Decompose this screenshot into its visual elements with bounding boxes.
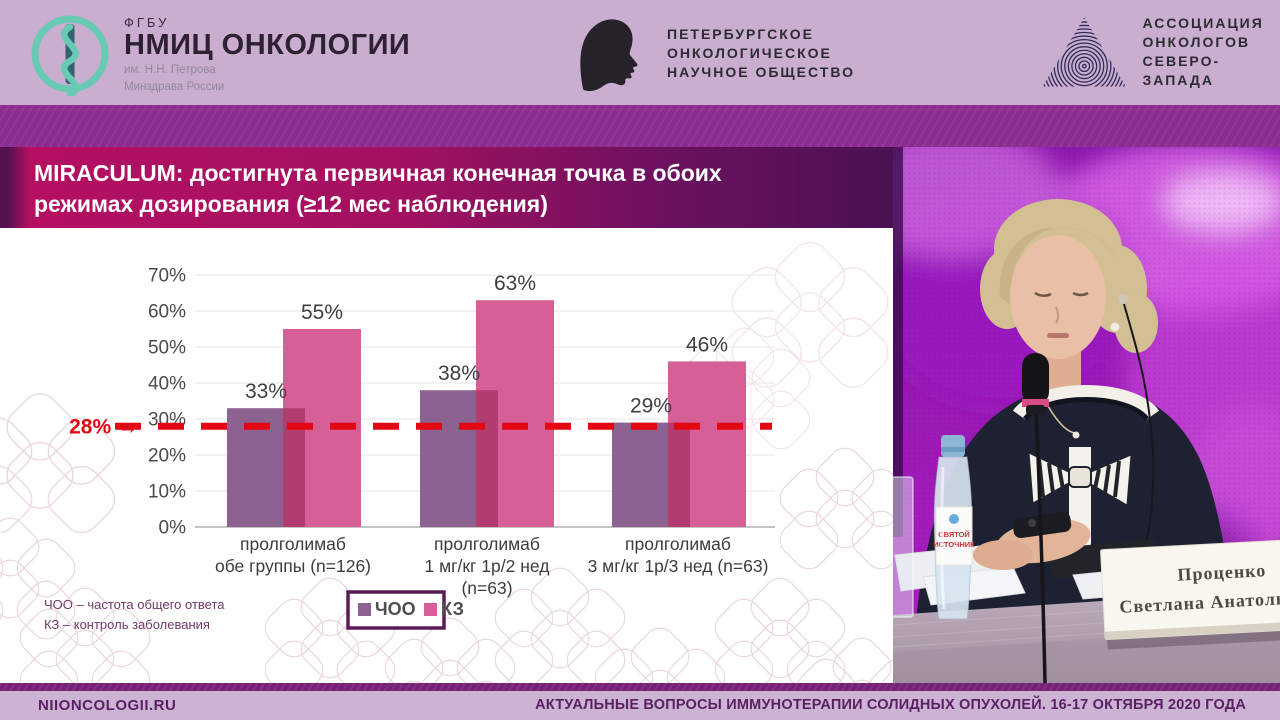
speaker-scene: СВЯТОЙ ИСТОЧНИК Проценко Светлана Анатол… (893, 147, 1280, 683)
speaker-name-line1: Проценко (1177, 560, 1267, 585)
chart-footnotes: ЧОО – частота общего ответа КЗ – контрол… (44, 595, 225, 635)
legend-label-КЗ: КЗ (441, 599, 464, 619)
bar-chart: 0%10%20%30%40%50%60%70%33%55%пролголимаб… (69, 266, 775, 630)
footer-event-title: АКТУАЛЬНЫЕ ВОПРОСЫ ИММУНОТЕРАПИИ СОЛИДНЫ… (535, 697, 1246, 713)
slide-title: MIRACULUM: достигнута первичная конечная… (0, 147, 893, 228)
footer-bar: NIIONCOLOGII.RU АКТУАЛЬНЫЕ ВОПРОСЫ ИММУН… (0, 691, 1280, 720)
y-tick-label: 70% (148, 266, 186, 287)
footer-site-url: NIIONCOLOGII.RU (38, 697, 177, 714)
bow (1028, 447, 1132, 567)
bar-overlap-2 (668, 422, 690, 527)
rings-triangle-icon (1042, 17, 1126, 87)
logo-nmic-oncology: ФГБУ НМИЦ ОНКОЛОГИИ им. Н.Н. Петрова Мин… (28, 12, 410, 96)
logo-assoc-line2: ОНКОЛОГОВ (1142, 34, 1251, 50)
logo-spb-line3: НАУЧНОЕ ОБЩЕСТВО (667, 63, 855, 80)
threshold-label: 28% → (69, 416, 138, 439)
y-tick-label: 0% (159, 518, 187, 539)
y-tick-label: 50% (148, 338, 186, 359)
value-label-choo-1: 38% (438, 362, 480, 385)
bottle-label-line1: СВЯТОЙ (938, 530, 970, 539)
y-tick-label: 40% (148, 374, 186, 395)
name-placard: Проценко Светлана Анатольевна (1100, 537, 1280, 650)
value-label-kz-1: 63% (494, 272, 536, 295)
legend-swatch-ЧОО (358, 603, 371, 616)
y-tick-label: 60% (148, 302, 186, 323)
legend-swatch-КЗ (424, 603, 437, 616)
y-tick-label: 20% (148, 446, 186, 467)
logo-nmic-name: НМИЦ ОНКОЛОГИИ (124, 28, 411, 61)
bar-overlap-1 (476, 390, 498, 527)
header-bar: ФГБУ НМИЦ ОНКОЛОГИИ им. Н.Н. Петрова Мин… (0, 0, 1280, 105)
logo-nmic-top: ФГБУ (124, 14, 170, 30)
presentation-slide: MIRACULUM: достигнута первичная конечная… (0, 147, 893, 683)
footnote-kz: КЗ – контроль заболевания (44, 617, 210, 632)
value-label-kz-0: 55% (301, 301, 343, 324)
bottle-label-line2: ИСТОЧНИК (933, 540, 975, 549)
value-label-choo-0: 33% (245, 380, 287, 403)
logo-spb-oncology-society: ПЕТЕРБУРГСКОЕ ОНКОЛОГИЧЕСКОЕ НАУЧНОЕ ОБЩ… (575, 12, 855, 94)
value-label-choo-2: 29% (630, 395, 672, 418)
logo-assoc-line3: СЕВЕРО-ЗАПАДА (1142, 53, 1221, 88)
logo-assoc-line1: АССОЦИАЦИЯ (1142, 15, 1264, 31)
footnote-choo: ЧОО – частота общего ответа (44, 597, 225, 612)
category-label-2: пролголимаб 3 мг/кг 1р/3 нед (n=63) (588, 534, 769, 576)
legend-label-ЧОО: ЧОО (375, 599, 416, 619)
water-bottle: СВЯТОЙ ИСТОЧНИК (893, 435, 975, 620)
glass (893, 476, 914, 618)
logo-spb-line2: ОНКОЛОГИЧЕСКОЕ (667, 44, 832, 61)
petrov-head-icon (580, 19, 638, 92)
logo-spb-line1: ПЕТЕРБУРГСКОЕ (667, 25, 815, 42)
bar-overlap-0 (283, 408, 305, 527)
microphone-icon (1022, 353, 1049, 683)
logo-association-northwest: АССОЦИАЦИЯ ОНКОЛОГОВ СЕВЕРО-ЗАПАДА (1040, 14, 1280, 90)
category-label-1: пролголимаб 1 мг/кг 1р/2 нед (n=63) (425, 534, 550, 598)
slide-title-line1: MIRACULUM: достигнута первичная конечная… (34, 160, 722, 186)
slide-title-line2: режимах дозирования (≥12 мес наблюдения) (34, 191, 548, 217)
footer-divider-band (0, 683, 1280, 691)
logo-nmic-sub2: Минздрава России (124, 80, 225, 93)
logo-nmic-sub1: им. Н.Н. Петрова (124, 63, 216, 76)
speaker-video: СВЯТОЙ ИСТОЧНИК Проценко Светлана Анатол… (893, 147, 1280, 683)
caduceus-icon (31, 15, 109, 96)
value-label-kz-2: 46% (686, 333, 728, 356)
divider-band (0, 105, 1280, 147)
category-label-0: пролголимаб обе группы (n=126) (215, 534, 371, 576)
y-tick-label: 10% (148, 482, 186, 503)
